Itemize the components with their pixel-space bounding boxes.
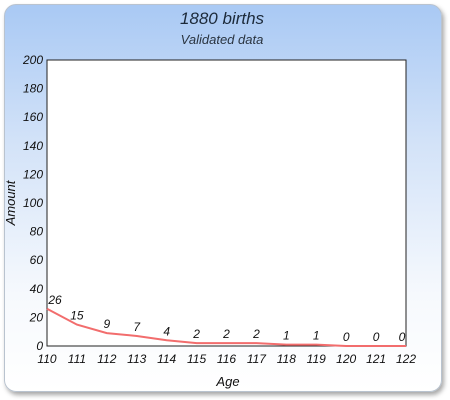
y-tick-label: 160 [23, 110, 43, 124]
x-tick-label: 110 [37, 352, 56, 366]
data-label: 4 [163, 324, 170, 338]
y-tick-label: 0 [36, 339, 43, 353]
data-label: 0 [373, 330, 380, 344]
chart-subtitle: Validated data [181, 32, 264, 47]
y-tick-label: 20 [29, 310, 44, 324]
plot-area [46, 59, 407, 347]
data-label: 1 [283, 329, 290, 343]
x-tick-label: 120 [336, 352, 356, 366]
data-labels: 26 15 9 7 4 2 2 2 1 1 0 0 0 [47, 293, 405, 344]
data-label: 2 [192, 327, 200, 341]
y-axis: 0 20 40 60 80 100 120 140 160 180 200 [22, 53, 43, 353]
x-axis-label: Age [215, 374, 239, 389]
x-tick-label: 113 [127, 352, 146, 366]
data-label: 26 [47, 293, 62, 307]
y-tick-label: 40 [30, 282, 44, 296]
y-tick-label: 200 [22, 53, 43, 67]
data-label: 1 [313, 329, 320, 343]
data-label: 2 [252, 327, 260, 341]
y-tick-label: 100 [23, 196, 43, 210]
y-tick-label: 120 [23, 167, 43, 181]
x-tick-label: 112 [97, 352, 116, 366]
x-axis: 110 111 112 113 114 115 116 117 118 119 120 121 122 [37, 352, 416, 366]
data-label: 15 [70, 309, 84, 323]
y-axis-label: Amount [3, 179, 18, 226]
data-label: 2 [222, 327, 230, 341]
x-tick-label: 116 [217, 352, 236, 366]
data-label: 0 [399, 330, 406, 344]
x-tick-label: 111 [68, 352, 86, 366]
x-tick-label: 115 [187, 352, 206, 366]
data-label: 9 [103, 317, 110, 331]
x-tick-label: 121 [366, 352, 386, 366]
y-tick-label: 60 [30, 253, 44, 267]
x-tick-label: 114 [157, 352, 176, 366]
x-tick-label: 119 [307, 352, 326, 366]
y-tick-label: 180 [23, 82, 43, 96]
x-tick-label: 118 [277, 352, 296, 366]
data-label: 0 [343, 330, 350, 344]
data-label: 7 [133, 320, 141, 334]
x-tick-label: 117 [247, 352, 267, 366]
x-tick-label: 122 [396, 352, 416, 366]
series-line [46, 307, 406, 347]
y-tick-label: 140 [23, 139, 43, 153]
chart-title: 1880 births [180, 9, 265, 28]
y-tick-label: 80 [30, 225, 44, 239]
